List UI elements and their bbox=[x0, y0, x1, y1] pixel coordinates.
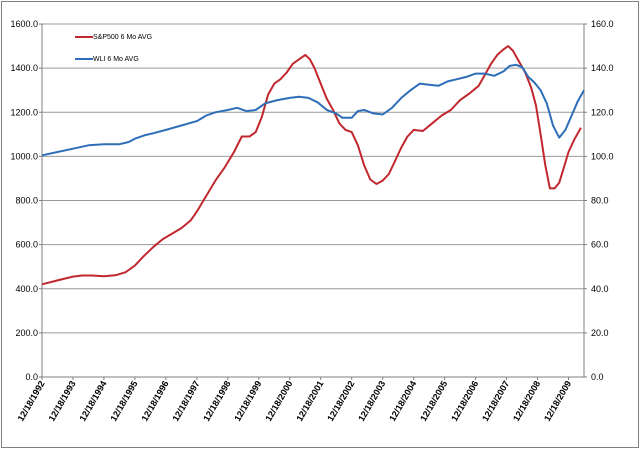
left-tick-label: 0.0 bbox=[25, 372, 38, 382]
x-tick-label: 12/18/2008 bbox=[511, 379, 542, 423]
x-tick-label: 12/18/2007 bbox=[480, 379, 511, 423]
left-tick-label: 1000.0 bbox=[10, 151, 38, 161]
right-tick-label: 80.0 bbox=[591, 196, 609, 206]
left-tick-label: 1600.0 bbox=[10, 19, 38, 29]
left-tick-label: 1400.0 bbox=[10, 63, 38, 73]
x-tick-label: 12/18/2006 bbox=[449, 379, 480, 423]
right-tick-label: 100.0 bbox=[591, 151, 614, 161]
x-tick-label: 12/18/2003 bbox=[356, 379, 387, 423]
series-line-wli bbox=[41, 63, 585, 157]
right-tick-label: 120.0 bbox=[591, 107, 614, 117]
left-tick-label: 200.0 bbox=[15, 328, 38, 338]
right-tick-label: 0.0 bbox=[591, 372, 604, 382]
x-tick-label: 12/18/2005 bbox=[418, 379, 449, 423]
left-tick-label: 1200.0 bbox=[10, 107, 38, 117]
legend-label: S&P500 6 Mo AVG bbox=[93, 34, 152, 41]
right-tick-label: 20.0 bbox=[591, 328, 609, 338]
right-tick-label: 140.0 bbox=[591, 63, 614, 73]
legend-label: WLI 6 Mo AVG bbox=[93, 56, 139, 63]
series-line-sp500 bbox=[41, 45, 582, 286]
x-tick-label: 12/18/1996 bbox=[139, 379, 170, 423]
right-tick-label: 40.0 bbox=[591, 284, 609, 294]
x-tick-label: 12/18/2002 bbox=[325, 379, 356, 423]
x-tick-label: 12/18/1998 bbox=[201, 379, 232, 423]
right-tick-label: 60.0 bbox=[591, 240, 609, 250]
left-tick-label: 600.0 bbox=[15, 240, 38, 250]
left-tick-label: 400.0 bbox=[15, 284, 38, 294]
x-tick-label: 12/18/1994 bbox=[77, 379, 108, 423]
x-tick-label: 12/18/1995 bbox=[108, 379, 139, 423]
x-tick-label: 12/18/1999 bbox=[232, 379, 263, 423]
x-tick-label: 12/18/2004 bbox=[387, 379, 418, 423]
x-tick-label: 12/18/1993 bbox=[47, 379, 78, 423]
x-tick-label: 12/18/2009 bbox=[542, 379, 573, 423]
right-tick-label: 160.0 bbox=[591, 19, 614, 29]
x-tick-label: 12/18/1997 bbox=[170, 379, 201, 423]
x-tick-label: 12/18/2000 bbox=[263, 379, 294, 423]
x-tick-label: 12/18/2001 bbox=[294, 379, 325, 423]
left-tick-label: 800.0 bbox=[15, 196, 38, 206]
x-tick-label: 12/18/1992 bbox=[16, 379, 47, 423]
